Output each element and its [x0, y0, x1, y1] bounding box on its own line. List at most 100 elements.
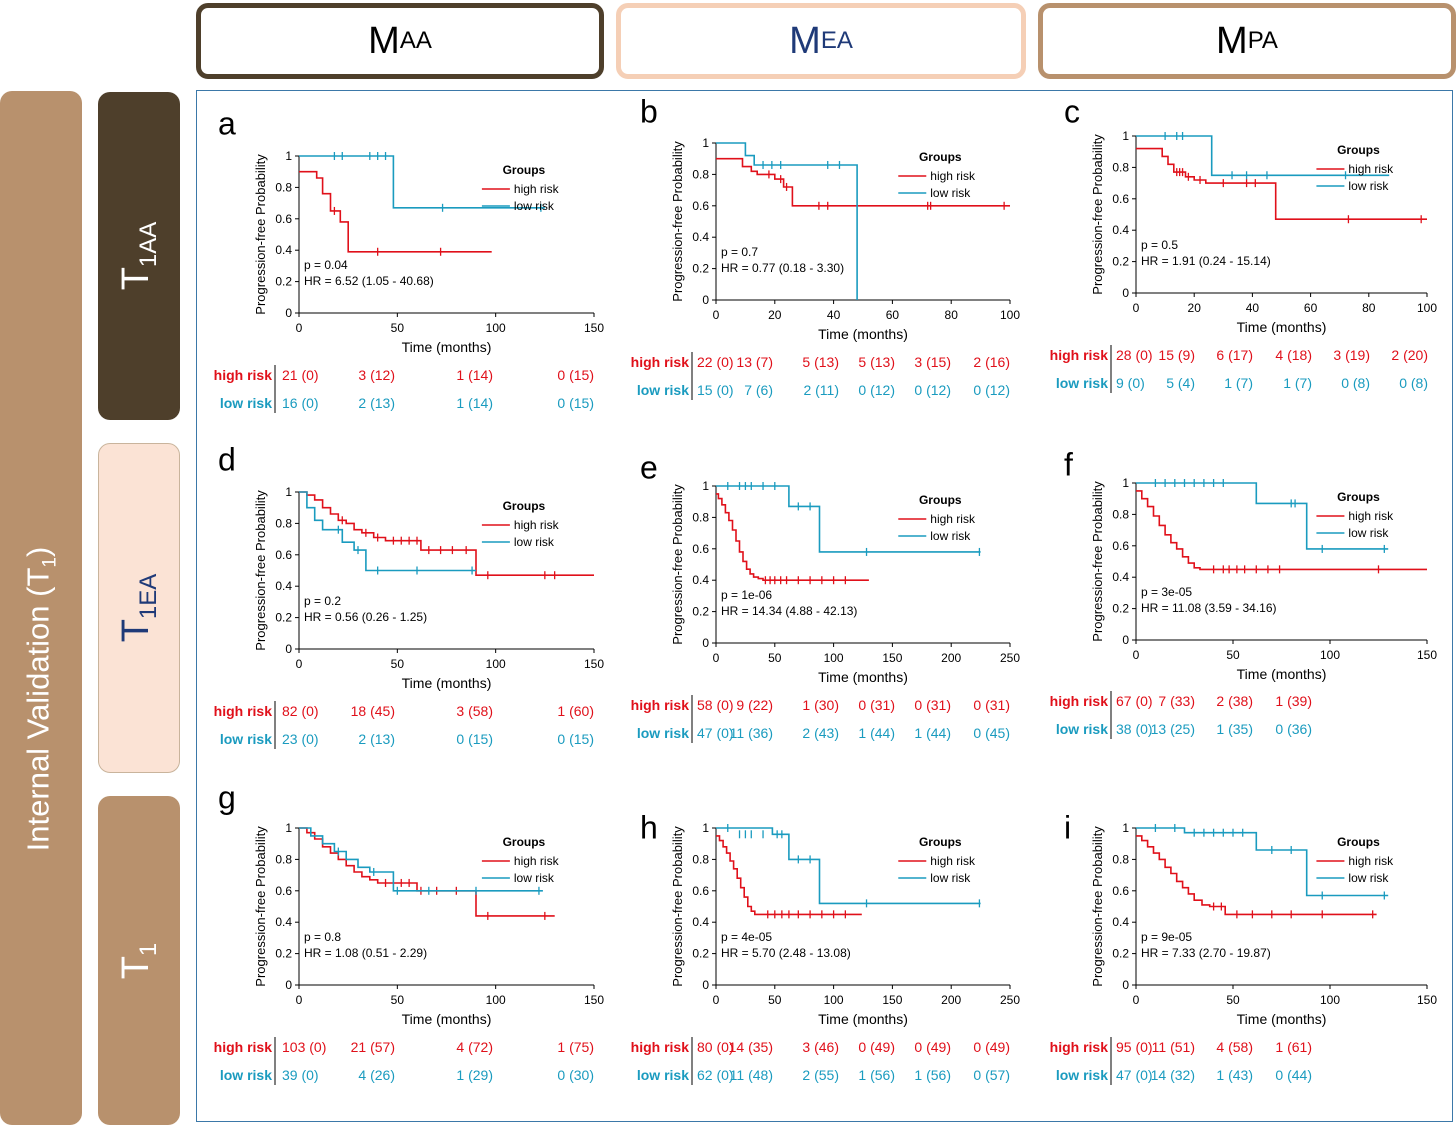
risk-table-high-label: high risk: [1050, 347, 1109, 363]
risk-table-high-cell: 3 (46): [802, 1039, 839, 1055]
x-tick-label: 80: [1362, 301, 1376, 315]
risk-table-high-cell: 28 (0): [1116, 347, 1153, 363]
y-tick-label: 0.8: [1112, 852, 1129, 866]
risk-table-high-cell: 80 (0): [697, 1039, 734, 1055]
y-axis-label: Progression-free Probability: [253, 826, 268, 987]
legend-label: low risk: [1348, 526, 1389, 540]
legend-label: low risk: [930, 529, 971, 543]
x-tick-label: 150: [584, 657, 604, 671]
y-axis-label: Progression-free Probability: [1090, 134, 1105, 295]
risk-table-high-cell: 3 (19): [1333, 347, 1370, 363]
risk-table-low-cell: 0 (12): [914, 382, 951, 398]
risk-table-low-cell: 2 (13): [358, 395, 395, 411]
column-header-maa: M AA: [196, 3, 604, 79]
y-tick-label: 1: [285, 485, 292, 499]
risk-table-low-label: low risk: [637, 382, 689, 398]
x-tick-label: 100: [486, 993, 506, 1007]
risk-table-low-cell: 1 (29): [456, 1067, 493, 1083]
legend-label: low risk: [930, 186, 971, 200]
column-header-sub: AA: [399, 27, 432, 54]
risk-table-high-cell: 14 (35): [729, 1039, 773, 1055]
y-tick-label: 0.6: [1112, 192, 1129, 206]
x-tick-label: 40: [827, 308, 841, 322]
x-tick-label: 50: [768, 651, 782, 665]
risk-table-low-label: low risk: [1056, 375, 1108, 391]
low-risk-curve: [299, 491, 476, 572]
y-tick-label: 1: [702, 821, 709, 835]
legend-title: Groups: [919, 835, 962, 849]
risk-table-high-cell: 103 (0): [282, 1039, 326, 1055]
panel-letter: g: [218, 779, 236, 815]
hazard-ratio: HR = 6.52 (1.05 - 40.68): [304, 274, 434, 288]
risk-table-low-cell: 1 (7): [1224, 375, 1253, 391]
legend-label: high risk: [1348, 854, 1394, 868]
risk-table-high-cell: 1 (60): [557, 703, 594, 719]
x-tick-label: 100: [486, 321, 506, 335]
risk-table-low-cell: 39 (0): [282, 1067, 319, 1083]
y-tick-label: 0: [702, 978, 709, 992]
risk-table-high-cell: 58 (0): [697, 697, 734, 713]
risk-table-low-cell: 62 (0): [697, 1067, 734, 1083]
high-risk-curve: [299, 170, 492, 253]
risk-table-low-cell: 1 (35): [1216, 721, 1253, 737]
p-value: p = 4e-05: [721, 930, 772, 944]
risk-table-low-cell: 2 (55): [802, 1067, 839, 1083]
x-tick-label: 80: [945, 308, 959, 322]
x-tick-label: 250: [1000, 651, 1020, 665]
p-value: p = 0.04: [304, 258, 348, 272]
y-tick-label: 0: [1122, 978, 1129, 992]
p-value: p = 9e-05: [1141, 930, 1192, 944]
y-tick-label: 0.6: [692, 542, 709, 556]
row-header-t1ea: T1EA: [98, 443, 180, 773]
row-header-t1aa: T1AA: [98, 92, 180, 420]
x-tick-label: 50: [768, 993, 782, 1007]
column-header-main: M: [789, 19, 821, 62]
km-panel-c: c 0 0.2 0.4 0.6 0.8 1 0 20 40 60 80 100 Time (months)…: [1050, 93, 1437, 393]
risk-table-low-cell: 1 (44): [858, 725, 895, 741]
y-tick-label: 0.2: [275, 275, 292, 289]
hazard-ratio: HR = 0.56 (0.26 - 1.25): [304, 610, 427, 624]
panels-frame: [196, 90, 1453, 1122]
panel-letter: b: [640, 93, 658, 129]
x-axis-label: Time (months): [402, 1011, 492, 1027]
risk-table-low-cell: 0 (12): [973, 382, 1010, 398]
legend-title: Groups: [919, 150, 962, 164]
risk-table-low-cell: 1 (43): [1216, 1067, 1253, 1083]
x-tick-label: 150: [882, 651, 902, 665]
legend-label: high risk: [514, 182, 560, 196]
legend-label: low risk: [930, 871, 971, 885]
risk-table-low-cell: 0 (30): [557, 1067, 594, 1083]
risk-table-high-cell: 13 (7): [736, 354, 773, 370]
risk-table-low-label: low risk: [637, 1067, 689, 1083]
y-axis-label: Progression-free Probability: [1090, 481, 1105, 642]
x-tick-label: 50: [1226, 993, 1240, 1007]
y-tick-label: 0.2: [275, 611, 292, 625]
legend-label: high risk: [514, 854, 560, 868]
risk-table-high-cell: 22 (0): [697, 354, 734, 370]
x-tick-label: 100: [824, 993, 844, 1007]
low-risk-curve: [716, 485, 981, 553]
x-tick-label: 50: [391, 321, 405, 335]
y-axis-label: Progression-free Probability: [253, 490, 268, 651]
risk-table-high-cell: 2 (20): [1391, 347, 1428, 363]
x-tick-label: 150: [1417, 993, 1437, 1007]
risk-table-high-cell: 1 (30): [802, 697, 839, 713]
y-axis-label: Progression-free Probability: [1090, 826, 1105, 987]
legend-title: Groups: [503, 835, 546, 849]
low-risk-curve: [299, 827, 543, 892]
p-value: p = 0.2: [304, 594, 341, 608]
risk-table-low-label: low risk: [220, 1067, 272, 1083]
legend-label: low risk: [514, 199, 555, 213]
risk-table-low-cell: 1 (56): [914, 1067, 951, 1083]
legend-label: high risk: [1348, 509, 1394, 523]
y-tick-label: 0.6: [275, 548, 292, 562]
risk-table-high-cell: 3 (58): [456, 703, 493, 719]
legend-label: high risk: [930, 512, 976, 526]
km-panel-b: b 0 0.2 0.4 0.6 0.8 1 0 20 40 60 80 100 Time (months)…: [631, 93, 1020, 400]
hazard-ratio: HR = 5.70 (2.48 - 13.08): [721, 946, 851, 960]
risk-table-high-cell: 0 (15): [557, 367, 594, 383]
x-tick-label: 100: [1320, 993, 1340, 1007]
risk-table-low-cell: 1 (44): [914, 725, 951, 741]
x-tick-label: 100: [1000, 308, 1020, 322]
risk-table-high-cell: 21 (0): [282, 367, 319, 383]
